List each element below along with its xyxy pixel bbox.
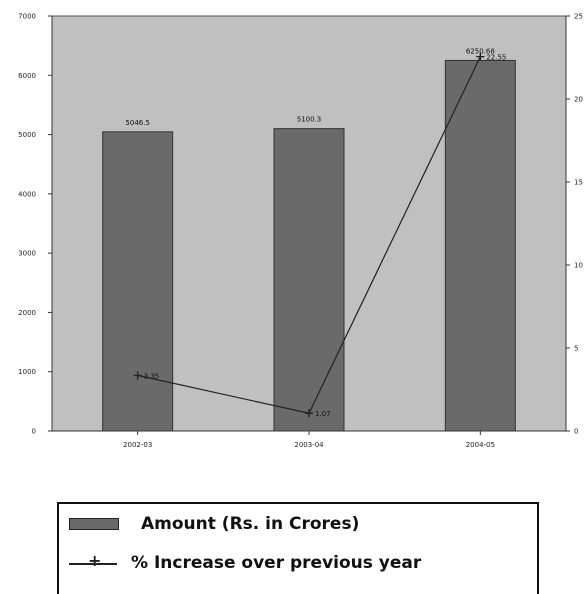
- line-data-label: 3.35: [144, 372, 160, 380]
- bars-layer: 5046.5 5100.3 6250.68: [102, 47, 516, 432]
- bar-data-label: 6250.68: [466, 47, 495, 55]
- line-point-marker: [476, 52, 485, 61]
- y-left-tick-label: 5000: [18, 131, 36, 139]
- legend-line-swatch: [69, 551, 117, 570]
- y-right-tick-label: 20: [574, 96, 583, 104]
- combo-chart: 5046.5 5100.3 6250.68 3.35 1.07 22.55 0 1000 2…: [18, 13, 583, 450]
- y-left-tick-label: 4000: [18, 190, 36, 198]
- line-data-label: 1.07: [315, 410, 331, 418]
- y-right-tick-label: 10: [574, 262, 583, 270]
- y-left-tick-label: 1000: [18, 368, 36, 376]
- x-tick-label: 2002-03: [123, 441, 152, 449]
- y-right-tick-label: 25: [574, 13, 583, 21]
- y-left-tick-label: 0: [32, 428, 36, 436]
- axes-layer: 0 1000 2000 3000 4000 5000 6000 7000 0 5 10 15 20 25 2…: [18, 13, 583, 450]
- x-tick-label: 2004-05: [466, 441, 495, 449]
- y-left-tick-label: 6000: [18, 72, 36, 80]
- y-right-tick-label: 0: [574, 428, 578, 436]
- bar: [444, 59, 516, 432]
- legend-line-label: % Increase over previous year: [131, 553, 422, 573]
- legend-bar-label: Amount (Rs. in Crores): [141, 514, 360, 534]
- y-left-tick-label: 7000: [18, 13, 36, 21]
- y-right-tick-label: 15: [574, 179, 583, 187]
- line-point-marker: [305, 409, 313, 418]
- legend: Amount (Rs. in Crores) % Increase over p…: [57, 502, 539, 594]
- legend-bar-swatch: [69, 518, 119, 530]
- line-layer: 3.35 1.07 22.55: [133, 52, 506, 418]
- legend-item-bar: Amount (Rs. in Crores): [69, 514, 359, 534]
- line-point-marker: [133, 371, 142, 380]
- x-tick-label: 2003-04: [294, 441, 324, 449]
- line-data-label: 22.55: [486, 54, 506, 62]
- y-left-tick-label: 2000: [18, 309, 36, 317]
- y-left-tick-label: 3000: [18, 250, 36, 258]
- bar-data-label: 5046.5: [125, 119, 150, 127]
- y-right-tick-label: 5: [574, 345, 578, 353]
- bar: [102, 131, 174, 432]
- bar-data-label: 5100.3: [297, 116, 322, 124]
- bar: [273, 128, 345, 432]
- legend-item-line: % Increase over previous year: [69, 551, 422, 573]
